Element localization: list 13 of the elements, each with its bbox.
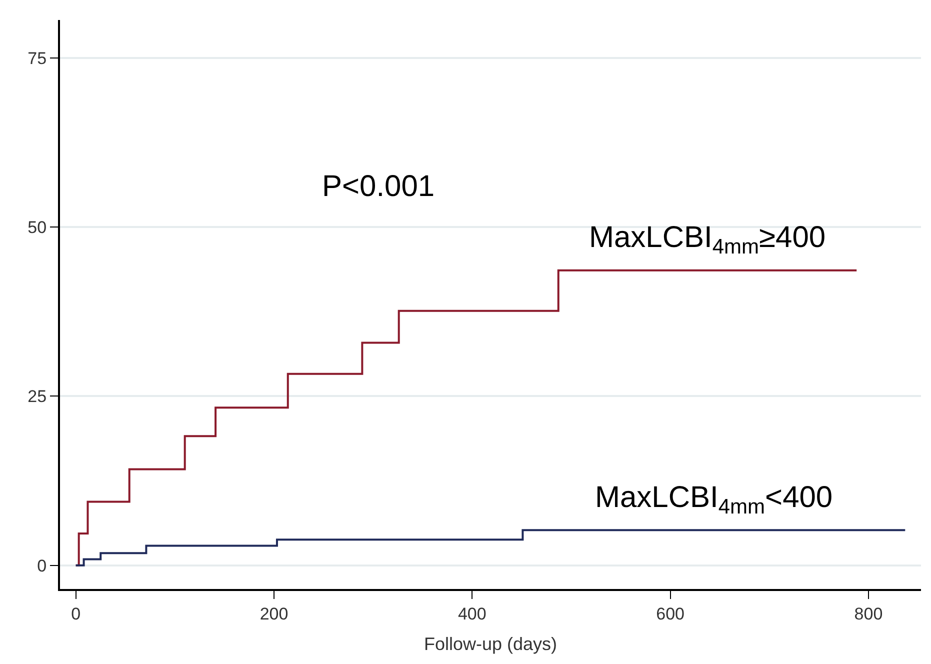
series-label: MaxLCBI$_{4mm}$≥400	[589, 221, 826, 258]
x-axis-title: Follow-up (days)	[424, 634, 558, 654]
y-tick-label: 75	[28, 48, 47, 68]
y-tick-label: 0	[37, 556, 47, 576]
x-tick-label: 600	[656, 604, 685, 624]
x-tick-label: 200	[260, 604, 288, 624]
annotation: P<0.001	[322, 170, 435, 203]
series-label: MaxLCBI$_{4mm}$<400	[595, 481, 833, 518]
x-tick-label: 800	[854, 604, 883, 624]
x-tick-label: 0	[71, 604, 81, 624]
x-tick-label: 400	[458, 604, 486, 624]
y-tick-label: 50	[28, 218, 47, 237]
y-tick-label: 25	[28, 387, 47, 406]
